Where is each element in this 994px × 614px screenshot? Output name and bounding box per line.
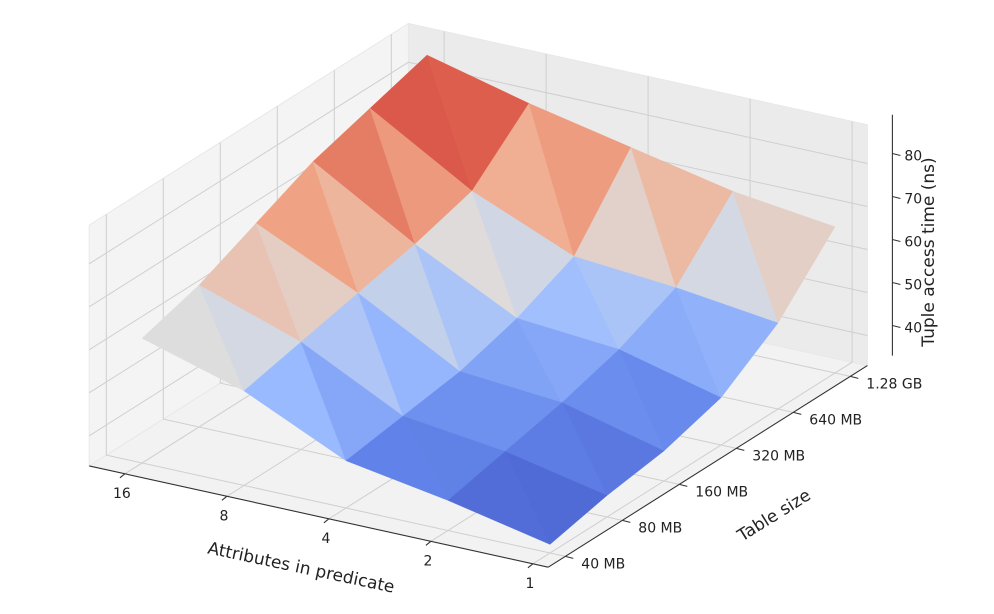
z-tick [892,152,901,157]
gridline-y [105,214,566,557]
z-tick [892,324,901,329]
z-tick [892,281,901,286]
z-tick [892,195,901,200]
surface-facet [504,451,608,545]
y-tick [793,411,802,415]
y-tick-label: 80 MB [638,520,682,536]
z-tick-label: 60 [904,234,922,250]
surface-facet [618,349,722,452]
chart-axes [89,114,901,569]
y-tick-label: 1.28 GB [866,376,922,392]
z-tick-label: 80 [904,148,922,164]
z-tick [892,238,901,243]
x-tick-label: 8 [219,508,228,524]
x-axis-line [89,465,549,568]
y-tick [565,555,574,559]
z-axis-title: Tuple access time (ns) [919,157,939,347]
y-tick [736,447,745,451]
surface-facet [561,402,665,496]
x-tick-label: 16 [113,486,131,502]
x-tick [119,473,126,479]
x-axis-title: Attributes in predicate [206,539,396,598]
x-tick-label: 1 [525,576,534,592]
y-tick [622,519,631,523]
gridline-z [88,61,868,265]
y-tick-label: 640 MB [809,412,862,428]
y-tick [679,483,688,487]
x-tick [527,563,534,569]
x-tick [323,518,330,524]
surface-facet [732,191,836,324]
x-tick-label: 4 [321,531,330,547]
y-tick-label: 40 MB [581,556,625,572]
z-tick-label: 40 [904,320,922,336]
surface-mesh [141,54,836,545]
y-tick [850,375,859,379]
surface-facet [675,287,779,398]
gridline-x [532,121,853,565]
z-tick-label: 70 [904,191,922,207]
y-tick-label: 320 MB [752,448,805,464]
z-tick-label: 50 [904,277,922,293]
x-tick [221,495,228,501]
x-tick-label: 2 [423,553,432,569]
x-tick [425,540,432,546]
y-axis-line [547,365,868,568]
y-tick-label: 160 MB [695,484,748,500]
